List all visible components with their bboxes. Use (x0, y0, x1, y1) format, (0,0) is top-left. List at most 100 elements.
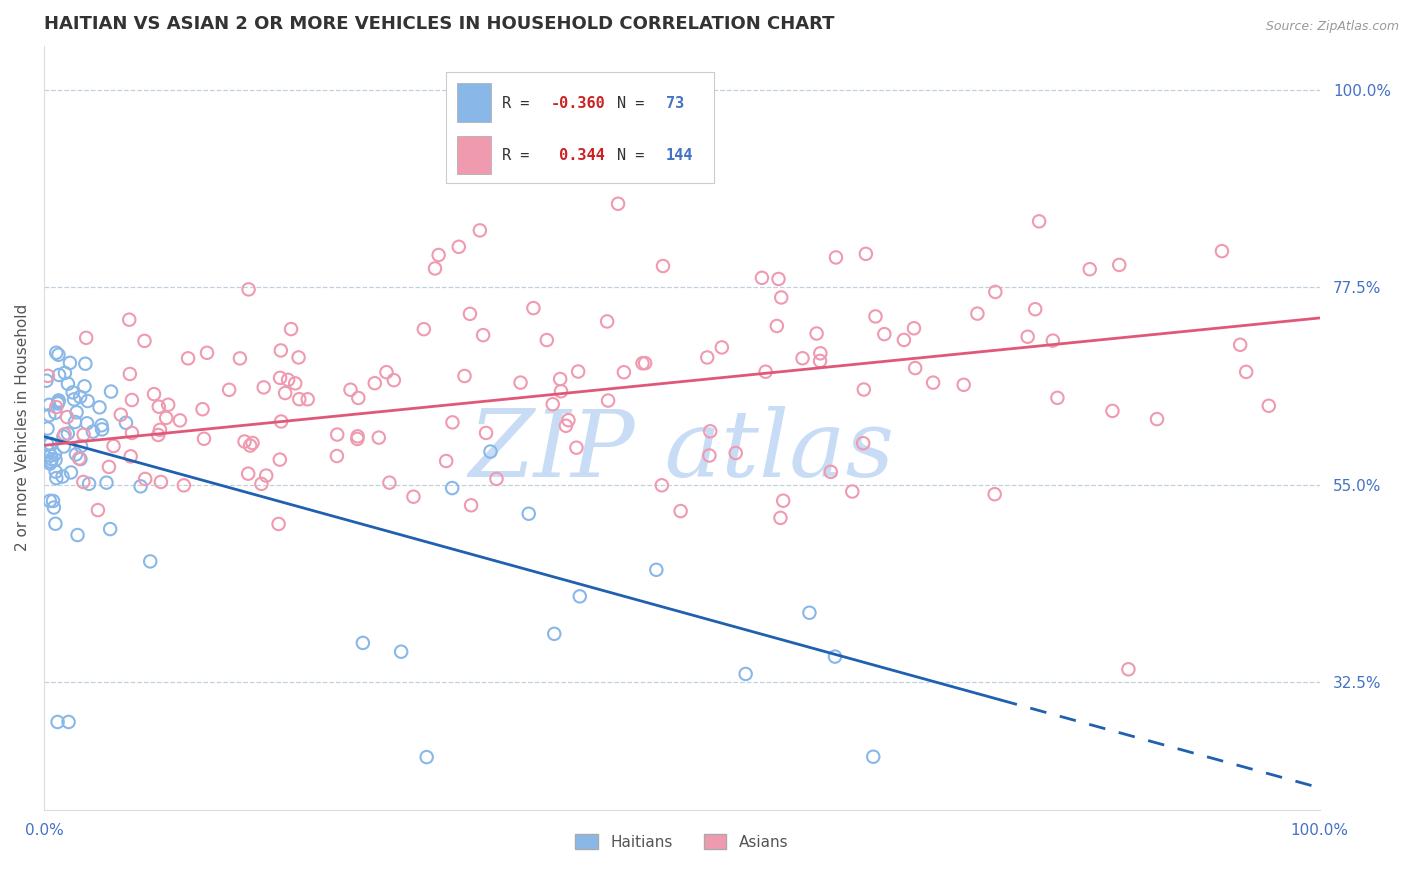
Point (475, 425, 498, 440)
Point (45, 471, 67, 485)
Point (218, 383, 240, 397)
Point (825, 251, 848, 265)
Point (772, 493, 794, 508)
Point (73, 379, 96, 393)
Point (1257, 399, 1279, 413)
Point (841, 484, 863, 499)
Point (62, 385, 84, 400)
Point (46, 396, 69, 410)
Point (367, 431, 389, 445)
Point (458, 307, 481, 321)
Point (46, 714, 69, 729)
Point (792, 351, 814, 366)
Point (326, 449, 349, 463)
Point (554, 418, 576, 433)
Point (1046, 391, 1069, 405)
Point (710, 340, 733, 354)
Point (339, 383, 361, 397)
Point (56, 410, 79, 425)
Point (52, 440, 75, 454)
Point (517, 507, 540, 521)
Point (1229, 338, 1251, 352)
Point (58, 714, 80, 729)
Point (177, 351, 200, 366)
Point (568, 590, 591, 604)
Point (87, 503, 110, 517)
Point (280, 322, 302, 336)
Point (297, 392, 319, 407)
Point (1017, 329, 1039, 343)
Point (873, 327, 896, 342)
Point (652, 259, 675, 273)
Point (269, 452, 291, 467)
Point (97, 459, 120, 474)
Point (768, 272, 790, 286)
Point (904, 361, 927, 376)
Point (389, 645, 412, 659)
Point (72, 475, 94, 489)
Point (288, 392, 311, 406)
Point (38, 398, 60, 412)
Point (48, 368, 70, 382)
Point (149, 475, 172, 489)
Point (267, 516, 290, 531)
Point (35, 374, 58, 388)
Point (613, 365, 636, 379)
Point (596, 393, 619, 408)
Point (45, 345, 67, 359)
Point (1024, 302, 1046, 317)
Point (903, 321, 925, 335)
Point (441, 481, 464, 495)
Point (103, 439, 125, 453)
Point (38, 494, 60, 508)
Point (63, 392, 86, 407)
Point (66, 528, 89, 542)
Point (284, 376, 307, 391)
Point (453, 369, 475, 384)
Legend: Haitians, Asians: Haitians, Asians (569, 828, 794, 855)
Point (472, 328, 495, 343)
Point (45, 400, 67, 414)
Point (966, 307, 988, 321)
Point (134, 472, 156, 486)
Point (346, 432, 368, 446)
Point (148, 400, 170, 414)
Point (37, 437, 59, 451)
Point (634, 356, 657, 370)
Point (90, 418, 112, 433)
Point (434, 454, 457, 468)
Point (143, 387, 166, 401)
Point (378, 475, 401, 490)
Point (253, 380, 276, 394)
Point (41, 452, 63, 467)
Point (270, 415, 292, 429)
Point (59, 466, 82, 480)
Point (242, 436, 264, 450)
Text: HAITIAN VS ASIAN 2 OR MORE VEHICLES IN HOUSEHOLD CORRELATION CHART: HAITIAN VS ASIAN 2 OR MORE VEHICLES IN H… (44, 15, 834, 33)
Point (893, 333, 915, 347)
Point (415, 750, 437, 764)
Point (89, 401, 111, 415)
Point (696, 351, 718, 365)
Point (382, 373, 405, 387)
Point (1042, 334, 1064, 348)
Point (238, 282, 260, 296)
Point (70, 439, 93, 453)
Point (287, 351, 309, 365)
Point (326, 427, 349, 442)
Point (799, 606, 821, 620)
Point (952, 377, 974, 392)
Point (548, 372, 571, 386)
Point (607, 196, 630, 211)
Point (541, 397, 564, 411)
Point (134, 334, 156, 348)
Point (52, 429, 75, 443)
Point (250, 476, 273, 491)
Point (42, 494, 65, 508)
Point (69, 390, 91, 404)
Point (479, 444, 502, 458)
Point (148, 428, 170, 442)
Point (565, 441, 588, 455)
Point (56, 426, 79, 441)
Point (1101, 404, 1123, 418)
